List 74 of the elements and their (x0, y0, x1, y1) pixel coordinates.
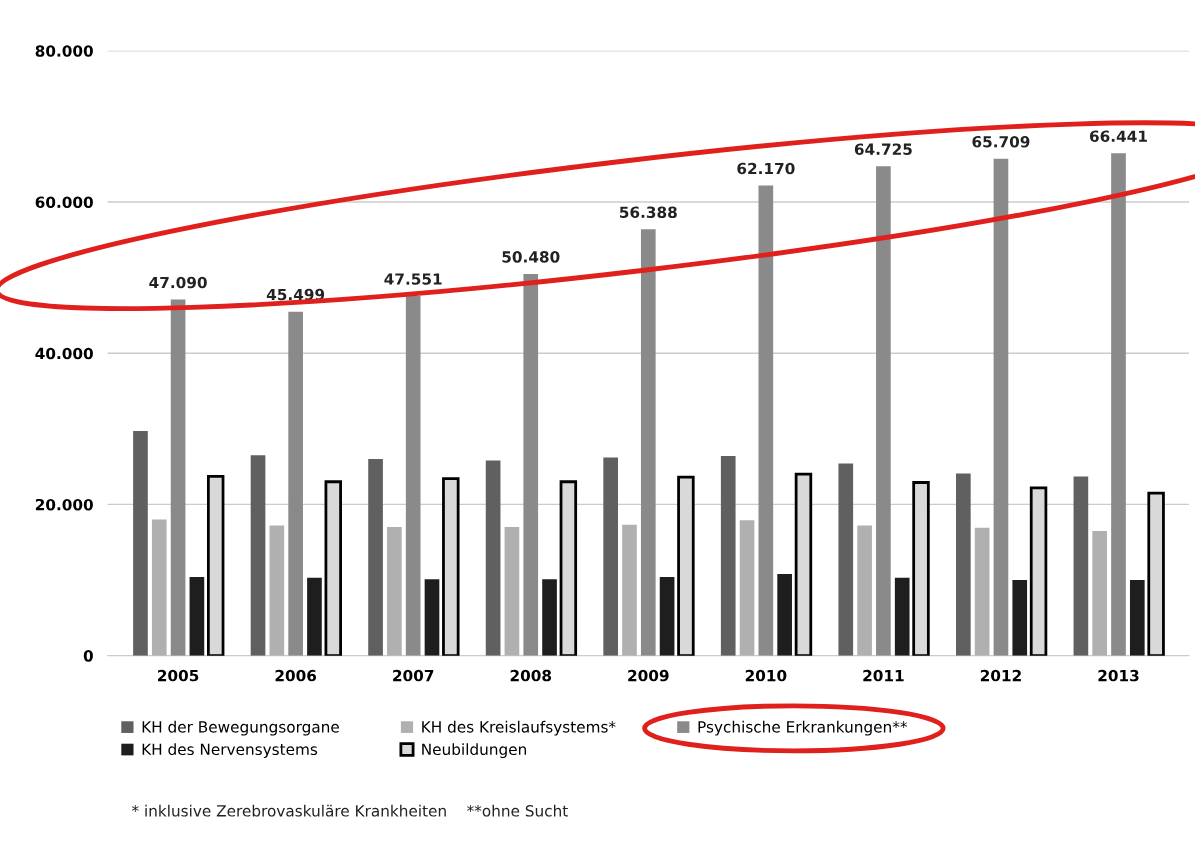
legend-label: Psychische Erkrankungen** (698, 720, 908, 736)
x-tick-label: 2006 (275, 669, 317, 682)
bar (307, 577, 322, 656)
bar (838, 463, 854, 656)
bar (659, 577, 675, 656)
legend-label: Neubildungen (422, 743, 526, 759)
y-tick-label: 80.000 (35, 45, 93, 57)
bar (189, 577, 205, 656)
x-tick-label: 2005 (158, 669, 199, 682)
bar (720, 456, 736, 656)
bar (324, 480, 342, 656)
bar (424, 579, 440, 656)
data-label: 50.480 (502, 251, 560, 263)
bar (857, 525, 872, 656)
x-tick-label: 2010 (745, 669, 787, 682)
x-tick-label: 2007 (393, 669, 434, 682)
bar (133, 431, 148, 656)
y-tick-label: 0 (83, 650, 93, 662)
bar (542, 579, 557, 656)
data-label: 66.441 (1089, 130, 1147, 142)
y-tick-label: 60.000 (35, 196, 93, 208)
bar (442, 477, 460, 656)
bar (1092, 530, 1108, 656)
bar (603, 457, 619, 656)
y-tick-label: 20.000 (35, 498, 93, 511)
bar (1147, 491, 1165, 656)
bar (206, 475, 225, 656)
bar (777, 573, 792, 656)
bar (912, 481, 930, 656)
legend-label: KH des Nervensystems (142, 743, 318, 759)
data-label: 47.551 (384, 273, 442, 285)
bar (387, 527, 402, 656)
bar (974, 527, 990, 656)
bar (794, 472, 813, 656)
x-tick-label: 2008 (510, 669, 552, 682)
bar (250, 455, 266, 656)
bar (622, 524, 637, 656)
data-label: 65.709 (972, 135, 1030, 148)
x-tick-label: 2009 (628, 669, 669, 682)
bar (523, 273, 539, 656)
bar (151, 519, 167, 656)
bar (758, 185, 774, 656)
bar (739, 520, 755, 656)
bar (269, 525, 285, 656)
data-label: 45.499 (266, 288, 325, 301)
legend-label: KH des Kreislaufsystems* (422, 720, 616, 736)
bar (170, 299, 186, 656)
bar (1111, 153, 1126, 656)
data-label: 47.090 (149, 276, 207, 289)
y-tick-label: 40.000 (35, 347, 93, 360)
bar (504, 527, 520, 656)
bar (559, 480, 578, 656)
bar (288, 311, 303, 656)
bar (876, 166, 891, 656)
bar (368, 459, 383, 656)
bar (677, 475, 695, 656)
x-tick-label: 2011 (863, 669, 904, 682)
bar (1012, 580, 1028, 656)
bar (894, 577, 910, 656)
x-tick-label: 2012 (980, 669, 1021, 682)
bar (405, 296, 421, 656)
bar (1073, 476, 1089, 656)
bar (1029, 486, 1048, 656)
bar (955, 473, 971, 656)
data-label: 62.170 (737, 162, 795, 175)
data-label: 64.725 (854, 143, 912, 155)
bar (1129, 580, 1145, 656)
bar (993, 158, 1009, 656)
text: * inklusive Zerebrovaskuläre Krankheiten **ohne Sucht (131, 804, 568, 817)
x-tick-label: 2013 (1098, 669, 1139, 682)
bar (640, 229, 656, 656)
legend-label: KH der Bewegungsorgane (142, 720, 339, 736)
data-label: 56.388 (619, 206, 677, 218)
bar (485, 460, 501, 656)
